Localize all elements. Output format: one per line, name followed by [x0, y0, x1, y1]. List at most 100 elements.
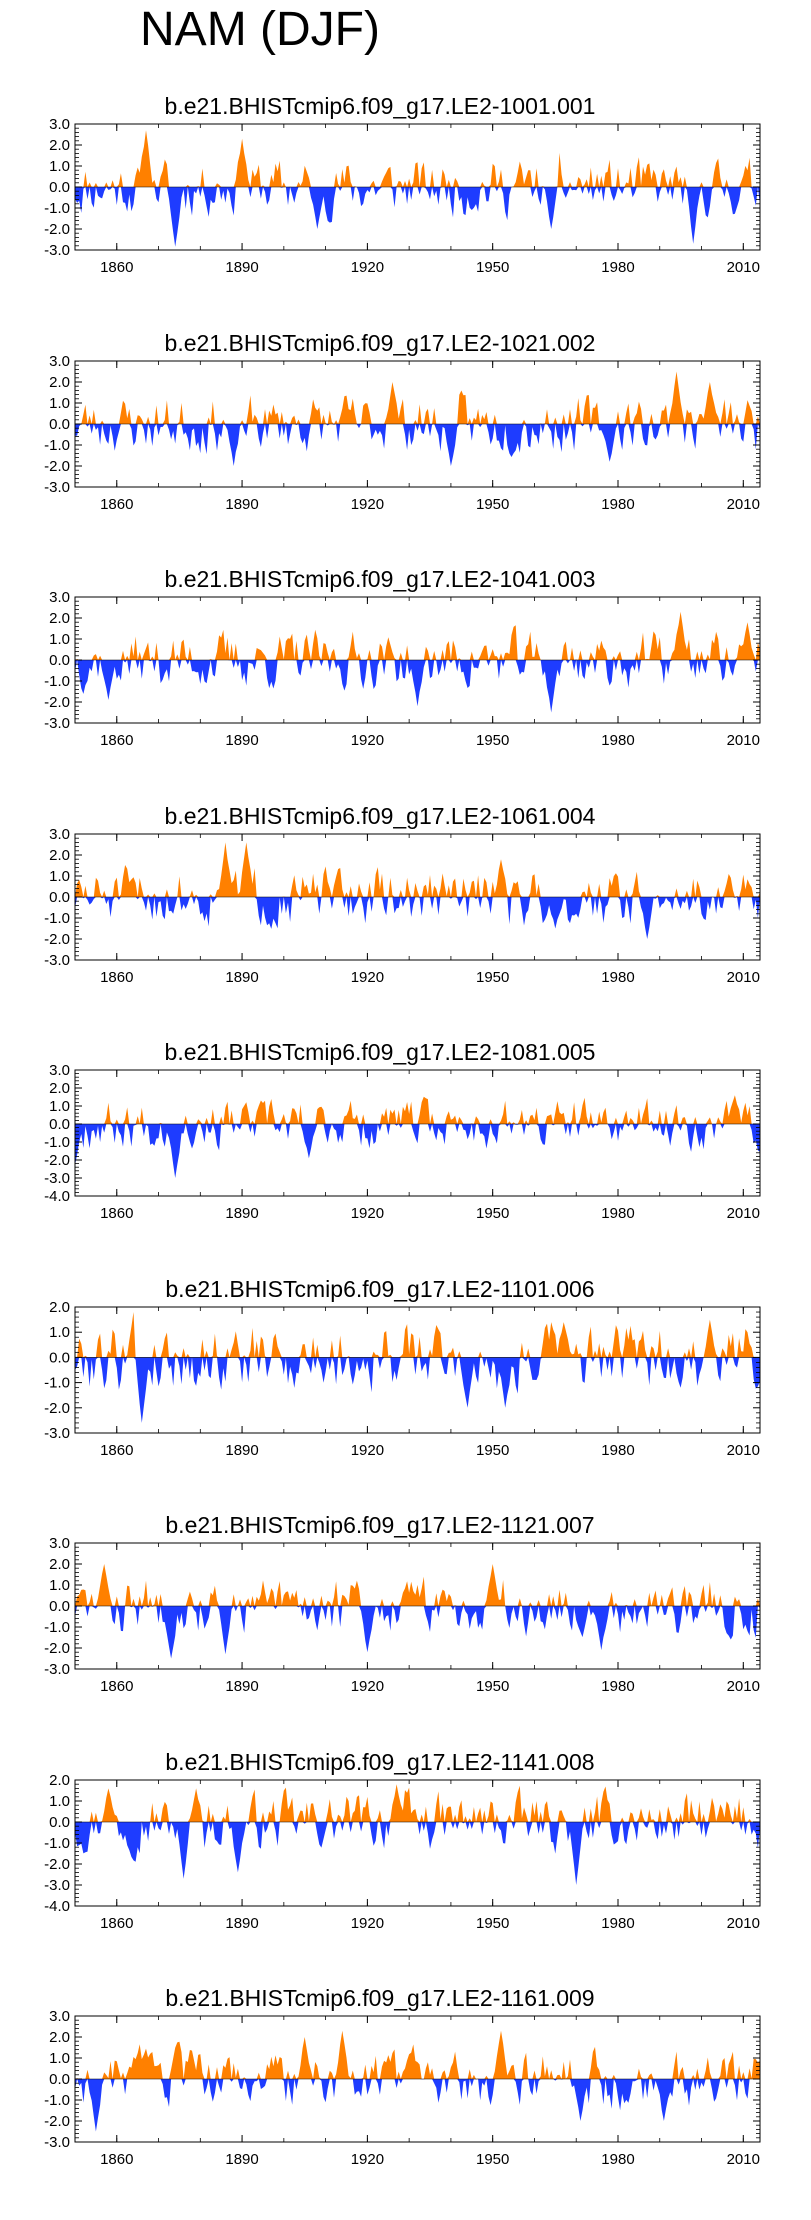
x-tick-label: 1920	[351, 732, 384, 749]
plot-frame	[74, 596, 761, 724]
y-tick-label: -2.0	[44, 2113, 70, 2130]
chart-plot: 3.0 2.0 1.0 0.0 -1.0 -2.0 -3.0 1860 1890 1920 1950…	[44, 2008, 761, 2168]
plot-frame	[74, 833, 761, 960]
plot-frame	[74, 1306, 761, 1433]
x-tick-label: 1950	[476, 969, 509, 986]
y-tick-label: 1.0	[49, 2050, 70, 2067]
y-tick-label: 1.0	[49, 1793, 70, 1810]
x-tick-label: 2010	[727, 1915, 760, 1932]
y-tick-label: -3.0	[44, 1877, 70, 1894]
x-tick-label: 1950	[476, 2151, 509, 2168]
panel-title: b.e21.BHISTcmip6.f09_g17.LE2-1141.008	[165, 1748, 595, 1775]
x-tick-label: 2010	[727, 969, 760, 986]
y-tick-label: -2.0	[44, 1399, 70, 1416]
x-tick-label: 1950	[476, 1442, 509, 1459]
x-tick-label: 2010	[727, 259, 760, 276]
x-tick-label: 1890	[225, 1205, 258, 1222]
chart-panel: b.e21.BHISTcmip6.f09_g17.LE2-1141.008 2.0…	[0, 1748, 811, 1984]
positive-area	[75, 841, 760, 897]
x-tick-label: 1860	[100, 969, 133, 986]
x-tick-label: 1980	[601, 259, 634, 276]
x-tick-label: 1890	[225, 1678, 258, 1695]
positive-area	[75, 1564, 760, 1606]
y-tick-label: -1.0	[44, 1374, 70, 1391]
y-tick-label: 2.0	[49, 137, 70, 154]
y-tick-label: -2.0	[44, 694, 70, 711]
x-tick-label: 2010	[727, 496, 760, 513]
panel-title: b.e21.BHISTcmip6.f09_g17.LE2-1081.005	[164, 1039, 596, 1065]
panel-title: b.e21.BHISTcmip6.f09_g17.LE2-1101.006	[165, 1275, 595, 1302]
x-tick-label: 1950	[476, 1915, 509, 1932]
y-tick-label: -1.0	[44, 200, 70, 217]
x-tick-label: 1980	[601, 1205, 634, 1222]
x-tick-label: 1890	[225, 1442, 258, 1459]
x-tick-label: 1860	[100, 2151, 133, 2168]
plot-frame	[74, 1779, 761, 1906]
plot-frame	[74, 360, 761, 487]
y-tick-label: 3.0	[49, 1062, 70, 1079]
x-tick-label: 1890	[225, 259, 258, 276]
y-tick-label: -3.0	[44, 2134, 70, 2151]
y-tick-label: 2.0	[49, 610, 70, 627]
x-tick-label: 1980	[601, 2151, 634, 2168]
positive-area	[75, 611, 760, 660]
x-tick-label: 1980	[601, 1442, 634, 1459]
panel-title: b.e21.BHISTcmip6.f09_g17.LE2-1161.009	[165, 1985, 595, 2011]
y-tick-label: -1.0	[44, 1619, 70, 1636]
x-tick-label: 1980	[601, 496, 634, 513]
chart-plot: 3.02.01.00.0-1.0-2.0-3.0-4.0 1860 1890 1920…	[44, 1062, 761, 1222]
x-tick-label: 1950	[476, 1205, 509, 1222]
y-tick-label: -3.0	[44, 479, 70, 496]
chart-panel: b.e21.BHISTcmip6.f09_g17.LE2-1061.004 3.0…	[0, 802, 811, 1038]
y-tick-label: -3.0	[44, 1425, 70, 1442]
y-tick-label: 3.0	[49, 826, 70, 843]
x-tick-label: 1980	[601, 1678, 634, 1695]
y-tick-label: 0.0	[49, 1349, 70, 1366]
y-tick-label: -2.0	[44, 1640, 70, 1657]
y-tick-label: 3.0	[49, 116, 70, 133]
y-tick-label: -1.0	[44, 1134, 70, 1151]
y-tick-label: -2.0	[44, 458, 70, 475]
x-tick-label: 1890	[225, 2151, 258, 2168]
x-tick-label: 1860	[100, 1678, 133, 1695]
positive-area	[75, 2030, 760, 2079]
y-tick-label: 0.0	[49, 416, 70, 433]
x-tick-label: 1920	[351, 1678, 384, 1695]
chart-plot: 3.0 2.0 1.0 0.0 -1.0 -2.0 -3.0 1860 1890 1920 1950…	[44, 353, 761, 513]
positive-area	[75, 130, 760, 187]
negative-area	[75, 2079, 760, 2132]
y-tick-label: -4.0	[44, 1188, 70, 1205]
x-tick-label: 2010	[727, 732, 760, 749]
x-tick-label: 1920	[351, 259, 384, 276]
chart-plot: 2.0 1.0 0.0 -1.0 -2.0 -3.0 1860 1890 1920 1950 198…	[44, 1299, 761, 1459]
x-tick-label: 1920	[351, 969, 384, 986]
y-tick-label: 2.0	[49, 1299, 70, 1316]
y-tick-label: 0.0	[49, 652, 70, 669]
y-tick-label: 2.0	[49, 1556, 70, 1573]
x-tick-label: 1920	[351, 1442, 384, 1459]
x-tick-label: 2010	[727, 1678, 760, 1695]
x-tick-label: 1920	[351, 2151, 384, 2168]
y-tick-label: 3.0	[49, 353, 70, 370]
y-tick-label: 3.0	[49, 2008, 70, 2025]
chart-panel: b.e21.BHISTcmip6.f09_g17.LE2-1021.002 3.0…	[0, 329, 811, 565]
negative-area	[75, 1356, 760, 1423]
y-tick-label: 0.0	[49, 179, 70, 196]
plot-frame	[74, 123, 761, 251]
y-tick-label: -2.0	[44, 221, 70, 238]
panel-title: b.e21.BHISTcmip6.f09_g17.LE2-1001.001	[164, 93, 596, 119]
plot-frame	[74, 2015, 761, 2143]
y-tick-label: -1.0	[44, 910, 70, 927]
y-tick-label: -1.0	[44, 673, 70, 690]
x-tick-label: 1950	[476, 732, 509, 749]
panel-title: b.e21.BHISTcmip6.f09_g17.LE2-1061.004	[164, 802, 596, 829]
negative-area	[75, 1821, 760, 1885]
x-tick-label: 1950	[476, 259, 509, 276]
y-tick-label: 1.0	[49, 1098, 70, 1115]
panel-title: b.e21.BHISTcmip6.f09_g17.LE2-1121.007	[165, 1512, 595, 1538]
y-tick-label: -2.0	[44, 1152, 70, 1169]
y-tick-label: -3.0	[44, 242, 70, 259]
y-tick-label: 2.0	[49, 847, 70, 864]
y-tick-label: 1.0	[49, 1577, 70, 1594]
y-tick-label: 1.0	[49, 395, 70, 412]
